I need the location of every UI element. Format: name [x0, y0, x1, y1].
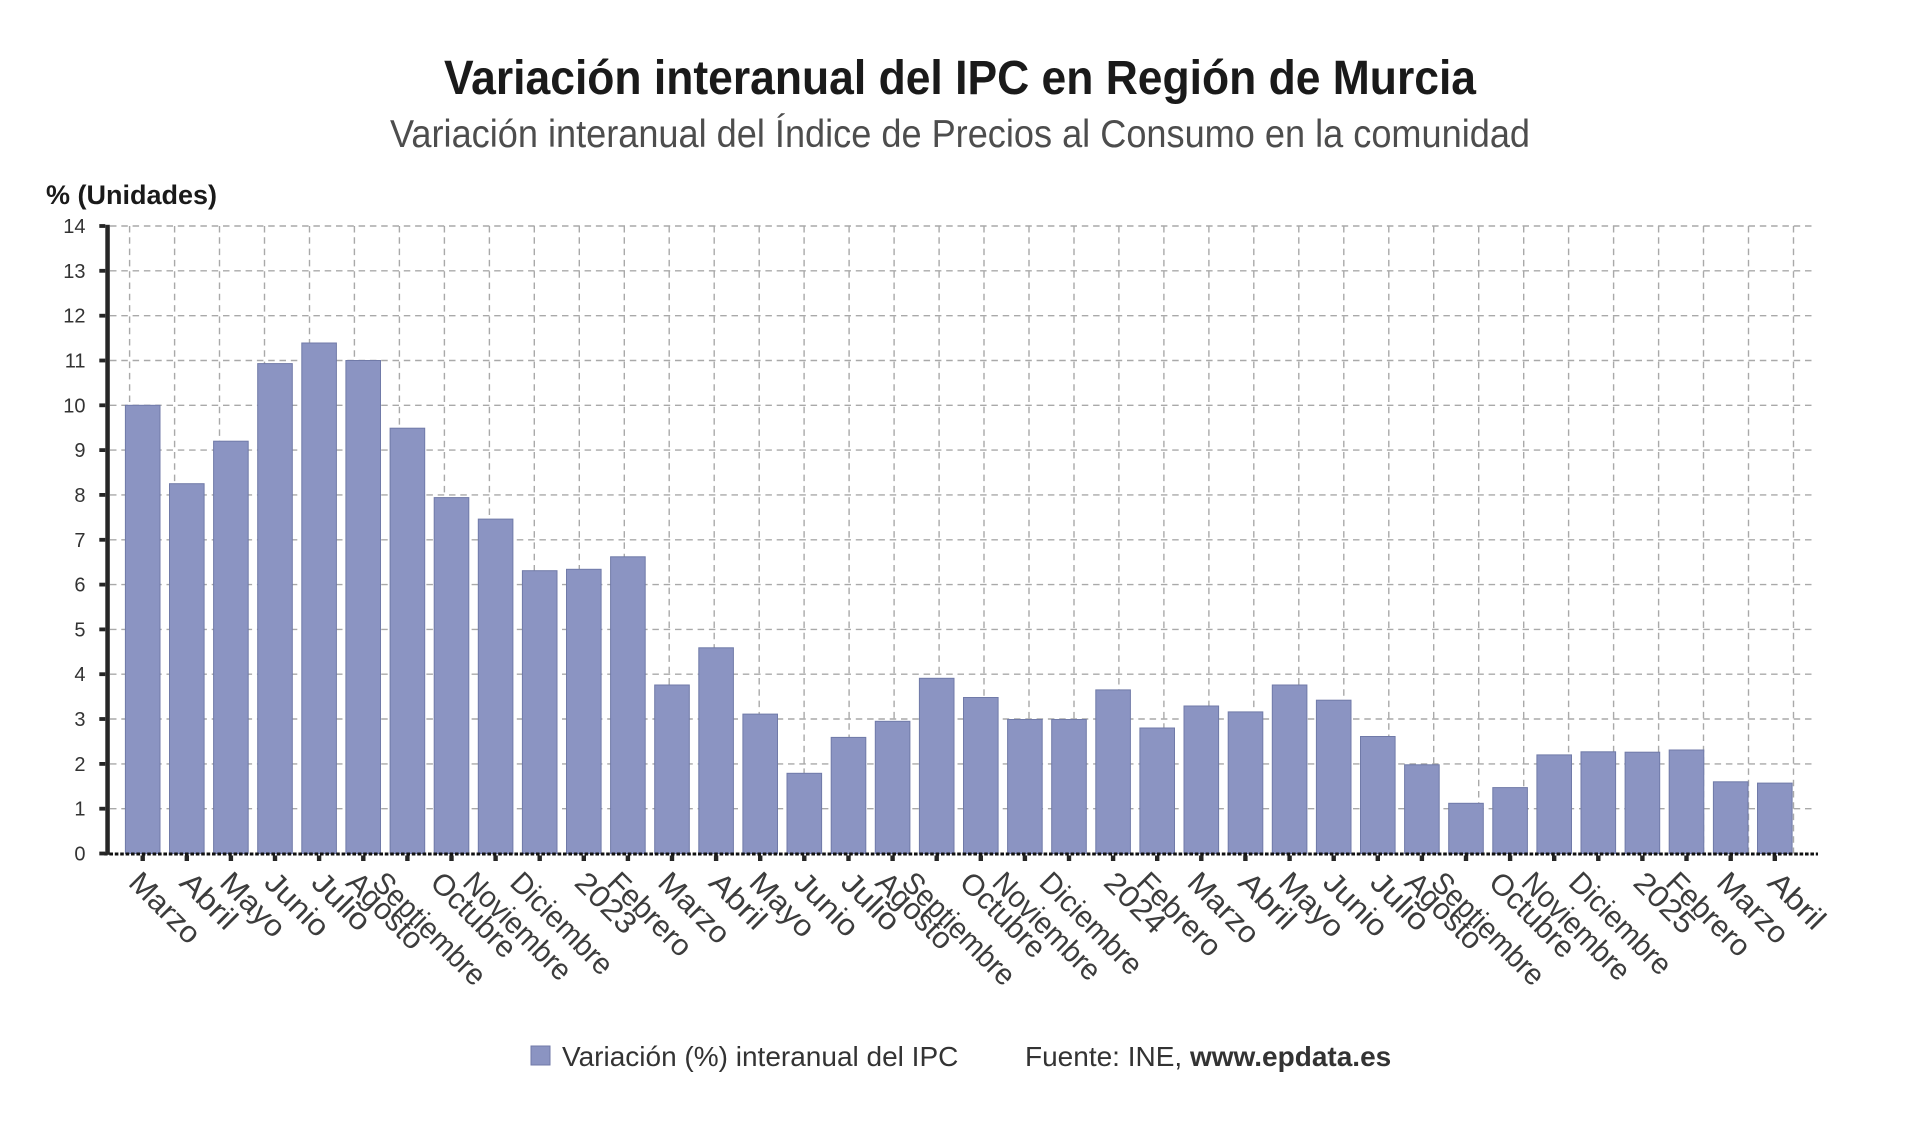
svg-text:6: 6	[74, 575, 85, 597]
svg-text:% (Unidades): % (Unidades)	[46, 180, 217, 210]
svg-text:13: 13	[63, 261, 85, 283]
svg-text:0: 0	[74, 844, 85, 866]
svg-text:11: 11	[65, 351, 86, 373]
svg-text:5: 5	[74, 619, 85, 641]
svg-text:1: 1	[74, 799, 85, 821]
svg-text:7: 7	[74, 530, 85, 552]
svg-text:4: 4	[74, 664, 85, 686]
svg-text:10: 10	[63, 395, 85, 417]
svg-text:Variación interanual del IPC e: Variación interanual del IPC en Región d…	[444, 52, 1476, 105]
svg-text:12: 12	[63, 306, 85, 328]
svg-text:Variación interanual del Índic: Variación interanual del Índice de Preci…	[390, 113, 1530, 156]
svg-text:3: 3	[74, 709, 85, 731]
svg-text:Variación (%) interanual del I: Variación (%) interanual del IPC	[562, 1041, 958, 1072]
svg-text:9: 9	[74, 440, 85, 462]
svg-text:8: 8	[74, 485, 85, 507]
svg-text:2: 2	[74, 754, 85, 776]
svg-text:Fuente: INE, www.epdata.es: Fuente: INE, www.epdata.es	[1025, 1041, 1391, 1072]
svg-text:14: 14	[63, 216, 85, 238]
